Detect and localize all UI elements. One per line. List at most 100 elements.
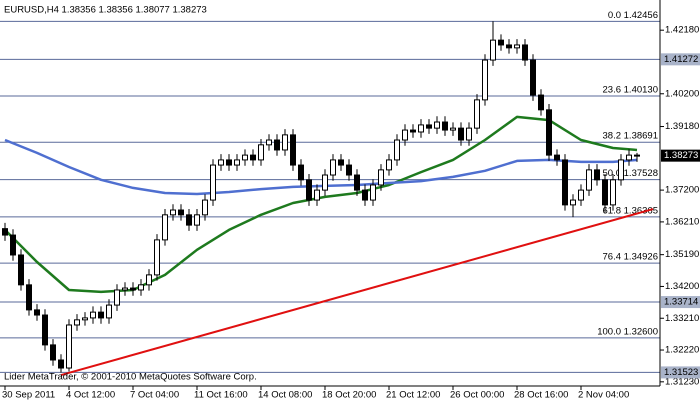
candle-body [498,39,504,46]
candle-body [474,99,480,129]
candle-body [194,214,200,226]
candle-body [146,274,152,286]
chart-title: EURUSD,H4 1.38356 1.38356 1.38077 1.3827… [4,5,207,16]
last-price-label: 1.38273 [664,150,698,161]
y-tick-label: 1.37200 [665,185,699,196]
candle-body [386,159,392,171]
candle-body [506,44,512,49]
candle-body [442,121,448,131]
y-tick-label: 1.40200 [665,88,699,99]
price-marker-label: 1.31523 [664,367,698,378]
candle-body [258,144,264,161]
candle-body [282,134,288,151]
candle-body [42,314,48,346]
candle-body [330,159,336,176]
candle-body [298,164,304,181]
fib-label: 0.0 1.42456 [608,10,658,21]
fib-label: 23.6 1.40130 [603,85,658,96]
x-tick-label: 21 Oct 12:00 [386,390,440,401]
candle-body [362,189,368,201]
candle-body [370,184,376,201]
candle-body [490,39,496,61]
candle-body [234,159,240,166]
candle-body [322,174,328,191]
moving-average [4,115,638,294]
candle-body [458,127,464,141]
candle-body [10,234,16,256]
candle-body [394,139,400,161]
x-tick-label: 7 Oct 04:00 [130,390,179,401]
candle-body [338,159,344,166]
candle-body [314,189,320,201]
candle-body [90,311,96,319]
candle-body [378,169,384,186]
candle-body [274,139,280,151]
candle-body [610,179,616,206]
candle-body [354,174,360,191]
candle-body [250,154,256,161]
candle-body [50,344,56,361]
candle-body [618,159,624,181]
last-price-marker [661,149,700,162]
candle-body [82,317,88,321]
y-tick-label: 1.39180 [665,121,699,132]
candle-body [202,199,208,216]
x-tick-label: 30 Sep 2011 [2,390,55,401]
fib-label: 76.4 1.34926 [603,252,658,263]
candle-body [130,287,136,291]
y-tick-label: 1.36210 [665,216,699,227]
candle-body [402,129,408,141]
candle-body [450,127,456,131]
candle-body [2,228,8,236]
objects-layer: 0.0 1.42456 23.6 1.40130 38.2 1.38691 50.0 … [0,10,660,377]
candle-body [602,179,608,206]
y-tick-label: 1.33210 [665,313,699,324]
candle-body [218,159,224,166]
candle-body [98,311,104,319]
candle-body [530,59,536,96]
fib-label: 100.0 1.32600 [597,326,658,337]
candle-body [514,44,520,49]
candle-body [122,287,128,291]
candle-body [74,319,80,326]
y-tick-label: 1.35190 [665,249,699,260]
candle-body [522,44,528,61]
price-marker [661,53,700,66]
candle-body [58,359,64,369]
y-tick-label: 1.34200 [665,281,699,292]
candle-body [546,109,552,156]
candle-body [290,134,296,166]
candle-body [426,124,432,129]
candle-body [586,169,592,191]
candle-body [226,159,232,166]
y-tick-label: 1.42180 [665,25,699,36]
candle-body [266,139,272,146]
x-tick-label: 11 Oct 16:00 [194,390,248,401]
price-marker-label: 1.33714 [664,297,698,308]
candle-body [114,289,120,306]
candle-body [594,169,600,181]
candles-layer [2,21,640,373]
candle-body [434,121,440,129]
candle-body [482,59,488,101]
candle-body [554,154,560,161]
candle-body [106,304,112,319]
x-tick-label: 28 Oct 16:00 [514,390,568,401]
candle-body [18,254,24,286]
candle-body [26,284,32,311]
x-tick-label: 18 Oct 20:00 [322,390,376,401]
candle-body [210,164,216,201]
fib-label: 38.2 1.38691 [603,131,658,142]
candle-body [538,94,544,111]
candle-body [346,164,352,176]
candle-body [66,324,72,369]
candle-body [466,127,472,141]
candle-body [178,209,184,216]
price-marker [661,366,700,379]
candle-body [306,179,312,201]
x-tick-label: 4 Oct 12:00 [66,390,115,401]
x-tick-label: 2 Nov 04:00 [578,390,629,401]
